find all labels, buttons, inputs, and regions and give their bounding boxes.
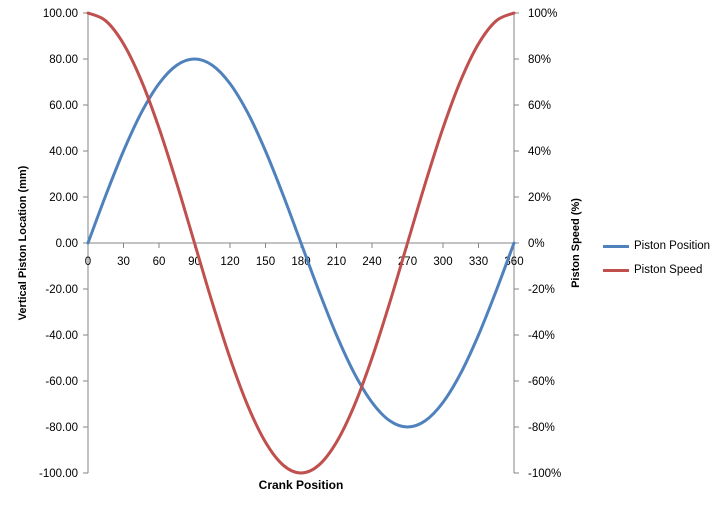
y-tick-label-right: -20% [528,284,555,296]
x-tick-label: 300 [433,256,452,268]
y-tick-label-left: -80.00 [45,422,78,434]
y-tick-label-left: -60.00 [45,376,78,388]
x-tick-label: 120 [220,256,239,268]
legend-item-piston-speed: Piston Speed [603,258,710,282]
series-line-piston-position [86,57,516,429]
y-tick-label-left: -100.00 [39,468,78,480]
x-tick-label: 210 [327,256,346,268]
plot-area: 100.00 80.00 60.00 40.00 20.00 0.00 -20.00 -40.… [39,8,561,480]
y-tick-label-right: -60% [528,376,555,388]
y-tick-label-left: 80.00 [49,54,78,66]
x-tick-label: 330 [469,256,488,268]
y-axis-title-right: Piston Speed (%) [570,198,582,288]
y-tick-label-right: -40% [528,330,555,342]
x-axis-title: Crank Position [259,478,344,492]
x-tick-label: 0 [85,256,91,268]
y-tick-label-right: 0% [528,238,545,250]
legend-swatch-piston-speed [603,268,629,272]
y-tick-label-left: 100.00 [43,8,78,20]
y-tick-label-left: -20.00 [45,284,78,296]
y-tick-label-right: -100% [528,468,561,480]
x-tick-label: 60 [153,256,166,268]
y-tick-label-left: 40.00 [49,146,78,158]
y-axis-title-left: Vertical Piston Location (mm) [17,165,29,320]
x-tick-label: 30 [117,256,130,268]
chart-legend: Piston Position Piston Speed [603,234,710,282]
y-tick-label-left: -40.00 [45,330,78,342]
legend-label-piston-speed: Piston Speed [634,264,703,276]
x-tick-label: 150 [256,256,275,268]
legend-item-piston-position: Piston Position [603,234,710,258]
y-tick-label-left: 0.00 [56,238,78,250]
y-tick-label-right: -80% [528,422,555,434]
y-tick-label-left: 20.00 [49,192,78,204]
y-tick-label-left: 60.00 [49,100,78,112]
y-tick-label-right: 60% [528,100,551,112]
x-tick-label: 240 [362,256,381,268]
y-tick-label-right: 100% [528,8,557,20]
y-tick-label-right: 40% [528,146,551,158]
legend-swatch-piston-position [603,244,629,248]
legend-label-piston-position: Piston Position [634,240,711,252]
y-tick-label-right: 80% [528,54,551,66]
series-line-piston-speed [86,11,516,475]
y-tick-label-right: 20% [528,192,551,204]
